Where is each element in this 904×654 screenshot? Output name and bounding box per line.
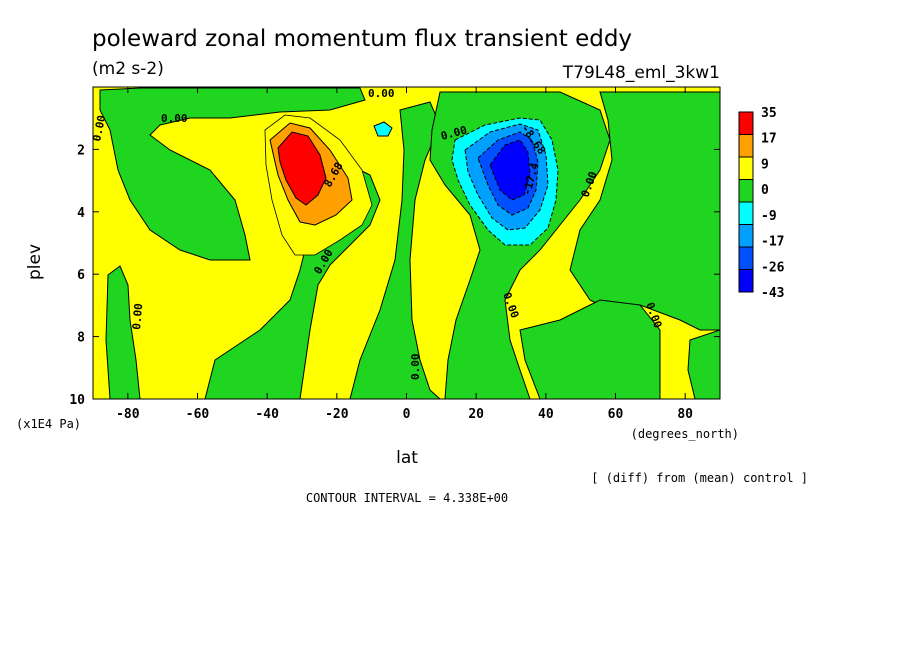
x-axis-label: lat bbox=[396, 448, 418, 468]
experiment-label: T79L48_eml_3kw1 bbox=[562, 63, 720, 83]
x-tick-label: -80 bbox=[116, 407, 140, 422]
colorbar: 35 17 9 0 -9 -17 -26 -43 bbox=[738, 106, 785, 301]
colorbar-label: 17 bbox=[761, 132, 777, 147]
colorbar-label: -9 bbox=[761, 209, 777, 224]
difference-note: [ (diff) from (mean) control ] bbox=[591, 471, 808, 485]
y-tick-label: 8 bbox=[77, 331, 85, 346]
colorbar-label: 0 bbox=[761, 183, 769, 198]
contour-interval: CONTOUR INTERVAL = 4.338E+00 bbox=[306, 491, 508, 505]
y-tick-label: 6 bbox=[77, 268, 85, 283]
region-negative-nh-lower bbox=[519, 299, 661, 399]
colorbar-label: -43 bbox=[761, 286, 784, 301]
chart-units: (m2 s-2) bbox=[92, 59, 164, 79]
x-tick-label: -40 bbox=[255, 407, 279, 422]
y-axis-units: (x1E4 Pa) bbox=[16, 417, 81, 431]
colorbar-swatch bbox=[738, 269, 754, 293]
y-axis-label: plev bbox=[25, 244, 45, 280]
contour-label-2: 0.00 bbox=[161, 112, 188, 125]
colorbar-label: 9 bbox=[761, 157, 769, 172]
contour-label-10: 0.00 bbox=[409, 354, 422, 381]
contour-label-1: 0.00 bbox=[368, 87, 395, 100]
y-tick-label: 4 bbox=[77, 206, 85, 221]
contour-fills bbox=[99, 87, 720, 399]
colorbar-swatch bbox=[738, 224, 754, 248]
colorbar-swatch bbox=[738, 111, 754, 135]
x-axis: -80 -60 -40 -20 0 20 40 60 80 bbox=[116, 87, 693, 422]
region-negative-equator bbox=[349, 101, 441, 399]
x-tick-label: -60 bbox=[186, 407, 210, 422]
region-negative-peak bbox=[489, 139, 531, 201]
chart-title: poleward zonal momentum flux transient e… bbox=[92, 26, 632, 52]
region-negative-sh-outer bbox=[105, 265, 141, 399]
contour-label-7: 0.00 bbox=[130, 303, 145, 331]
colorbar-swatch bbox=[738, 134, 754, 158]
x-tick-label: 60 bbox=[608, 407, 624, 422]
colorbar-swatch bbox=[738, 201, 754, 225]
y-axis: 2 4 6 8 10 bbox=[69, 143, 720, 408]
y-tick-label: 2 bbox=[77, 143, 85, 158]
region-negative-sh-strip bbox=[99, 87, 366, 261]
colorbar-label: -17 bbox=[761, 235, 784, 250]
x-tick-label: 40 bbox=[538, 407, 554, 422]
region-negative-polar bbox=[687, 329, 720, 399]
x-axis-units: (degrees_north) bbox=[631, 427, 739, 441]
contour-label-3: 0.00 bbox=[90, 114, 108, 143]
x-tick-label: 20 bbox=[468, 407, 484, 422]
region-positive-peak bbox=[277, 131, 327, 206]
colorbar-swatch bbox=[738, 179, 754, 203]
x-tick-label: 80 bbox=[677, 407, 693, 422]
colorbar-swatch bbox=[738, 246, 754, 270]
colorbar-label: 35 bbox=[761, 106, 777, 121]
colorbar-label: -26 bbox=[761, 260, 785, 275]
region-small-negative-blob bbox=[373, 121, 393, 137]
y-tick-label: 10 bbox=[69, 393, 85, 408]
colorbar-swatch bbox=[738, 156, 754, 180]
plot-area: 0.00 0.00 0.00 0.00 0.00 0.00 0.00 0.00 … bbox=[90, 86, 721, 400]
x-tick-label: -20 bbox=[325, 407, 349, 422]
x-tick-label: 0 bbox=[403, 407, 411, 422]
